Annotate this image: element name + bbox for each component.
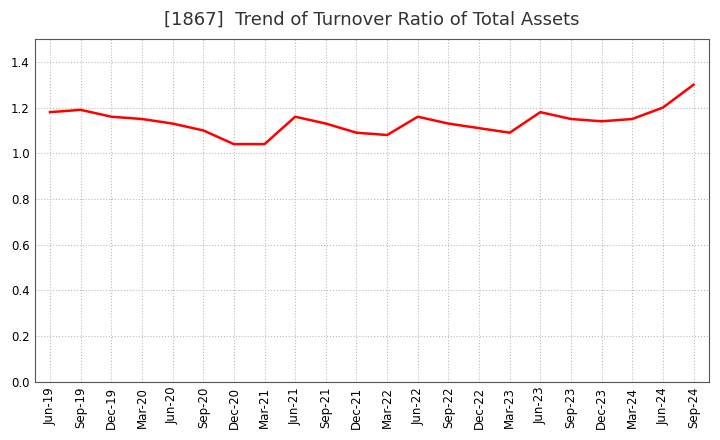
- Title: [1867]  Trend of Turnover Ratio of Total Assets: [1867] Trend of Turnover Ratio of Total …: [164, 11, 580, 29]
